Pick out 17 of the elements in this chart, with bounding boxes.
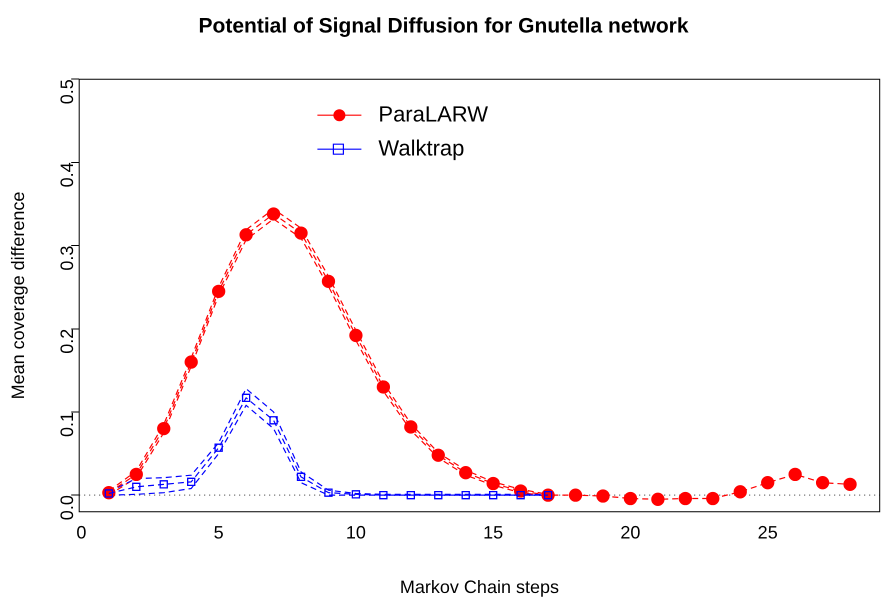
legend-label: Walktrap <box>378 135 464 160</box>
x-tick-label: 20 <box>620 522 640 543</box>
y-tick-label: 0.0 <box>57 495 78 520</box>
y-tick-label: 0.5 <box>57 79 78 104</box>
x-tick-label: 0 <box>76 522 86 543</box>
y-axis-title: Mean coverage difference <box>8 192 28 400</box>
x-tick-label: 10 <box>346 522 366 543</box>
chart-title: Potential of Signal Diffusion for Gnutella network <box>198 14 689 38</box>
x-tick-label: 15 <box>483 522 504 543</box>
x-axis-title: Markov Chain steps <box>400 577 559 598</box>
x-tick-label: 5 <box>214 522 224 543</box>
y-tick-label: 0.2 <box>57 328 78 354</box>
x-tick-label: 25 <box>758 522 778 543</box>
legend-label: ParaLARW <box>378 101 488 126</box>
y-tick-label: 0.3 <box>57 246 78 271</box>
y-tick-label: 0.4 <box>57 162 78 188</box>
y-tick-label: 0.1 <box>57 412 78 437</box>
